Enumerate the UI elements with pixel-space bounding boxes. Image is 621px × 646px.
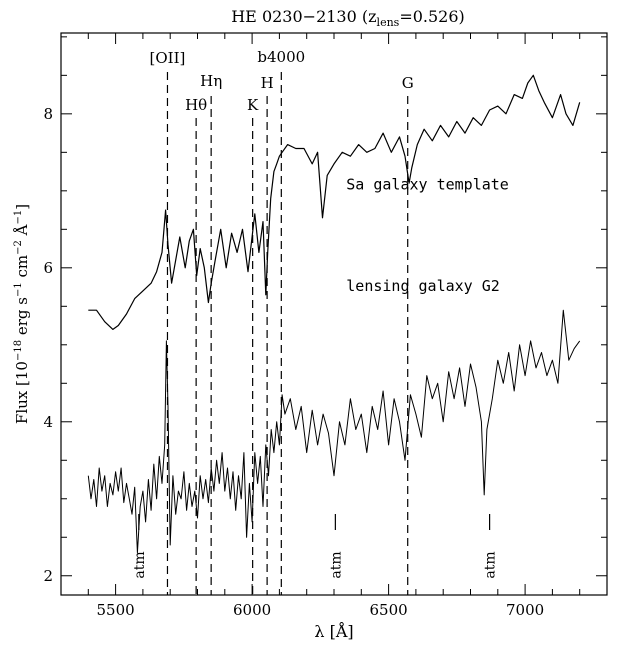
feature-label: Hθ	[185, 96, 207, 114]
x-tick-label: 6000	[233, 601, 271, 619]
ylabel-exp3: −2	[13, 240, 24, 255]
series-lines	[87, 74, 581, 554]
feature-label: [OII]	[150, 49, 186, 67]
ylabel-exp2: −1	[13, 282, 24, 297]
ylabel-unit2: cm	[13, 255, 31, 282]
chart-title: HE 0230−2130 (zlens=0.526)	[231, 7, 465, 29]
feature-label: b4000	[257, 48, 305, 66]
series-line-0	[88, 74, 581, 330]
x-tick-label: 5500	[97, 601, 135, 619]
y-axis-label: Flux [10−18 erg s−1 cm−2 Å−1]	[13, 204, 31, 424]
y-tick-label: 4	[43, 413, 53, 431]
feature-label: G	[402, 74, 414, 92]
title-end: =0.526)	[399, 7, 464, 26]
y-tick-label: 2	[43, 567, 53, 585]
atm-label: atm	[132, 551, 148, 578]
ylabel-end: ]	[13, 204, 31, 210]
ylabel-exp1: −18	[13, 340, 24, 361]
atm-label: atm	[483, 551, 499, 578]
ylabel-unit1: erg s	[13, 297, 31, 340]
feature-label: Hη	[200, 72, 222, 90]
atm-markers: atm atm atm	[132, 514, 499, 579]
atm-label: atm	[328, 551, 344, 578]
series-label: lensing galaxy G2	[346, 277, 500, 295]
axis-ticks: 5500 6000 6500 7000 2 4 6 8	[43, 33, 607, 619]
y-tick-label: 8	[43, 105, 53, 123]
feature-label: K	[247, 96, 259, 114]
plot-frame	[60, 32, 608, 596]
feature-label: H	[261, 74, 274, 92]
series-line-1	[87, 309, 581, 554]
ylabel-exp4: −1	[13, 210, 24, 225]
y-tick-label: 6	[43, 259, 53, 277]
title-subscript: lens	[377, 16, 400, 29]
series-labels: Sa galaxy template lensing galaxy G2	[346, 175, 509, 295]
x-tick-label: 6500	[370, 601, 408, 619]
title-main: HE 0230−2130 (z	[231, 7, 376, 26]
series-label: Sa galaxy template	[346, 175, 509, 193]
x-tick-label: 7000	[506, 601, 544, 619]
ylabel-unit3: Å	[13, 224, 31, 240]
x-axis-label: λ [Å]	[314, 621, 353, 641]
ylabel-main: Flux [10	[13, 361, 31, 424]
